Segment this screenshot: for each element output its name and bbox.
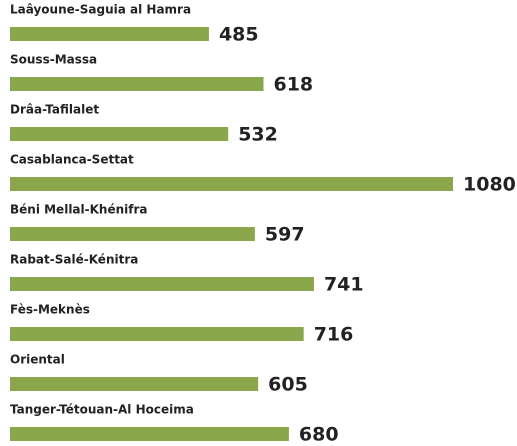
category-label: Laâyoune-Saguia al Hamra xyxy=(10,3,191,17)
value-label: 485 xyxy=(219,24,259,46)
value-label: 1080 xyxy=(463,174,516,196)
bar xyxy=(10,77,264,91)
value-label: 741 xyxy=(324,274,364,296)
bar xyxy=(10,277,314,291)
bar xyxy=(10,327,304,341)
bar xyxy=(10,177,453,191)
value-label: 532 xyxy=(238,124,278,146)
value-label: 605 xyxy=(268,374,308,396)
category-label: Casablanca-Settat xyxy=(10,153,134,167)
category-label: Fès-Meknès xyxy=(10,303,90,317)
bar xyxy=(10,127,229,141)
category-label: Souss-Massa xyxy=(10,53,97,67)
category-label: Béni Mellal-Khénifra xyxy=(10,203,148,217)
value-label: 680 xyxy=(299,424,339,446)
category-label: Drâa-Tafilalet xyxy=(10,103,99,117)
value-label: 618 xyxy=(273,74,313,96)
value-label: 716 xyxy=(314,324,354,346)
bar xyxy=(10,27,209,41)
category-label: Rabat-Salé-Kénitra xyxy=(10,253,138,267)
category-label: Tanger-Tétouan-Al Hoceima xyxy=(10,403,194,417)
value-label: 597 xyxy=(265,224,305,246)
bar xyxy=(10,227,255,241)
bar xyxy=(10,377,259,391)
bar xyxy=(10,427,289,441)
category-label: Oriental xyxy=(10,353,65,367)
